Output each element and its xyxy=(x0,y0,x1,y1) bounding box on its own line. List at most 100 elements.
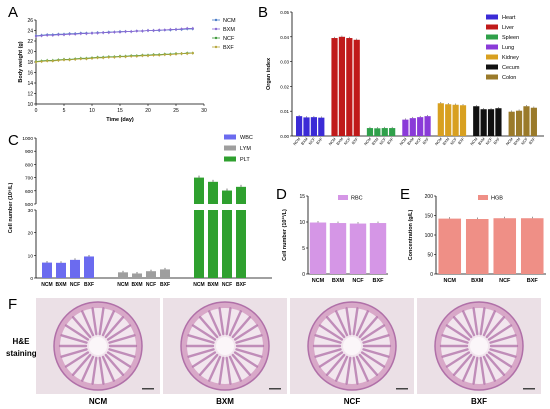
mucosal-fold xyxy=(462,355,476,382)
x-tick-label: NCF xyxy=(222,282,232,288)
x-tick-label: NCF xyxy=(485,137,494,146)
y-tick-label: 800 xyxy=(25,162,33,168)
bar-lym-ncf xyxy=(146,271,156,278)
bar-heart-bxf xyxy=(318,117,325,136)
mucosal-fold xyxy=(479,307,486,336)
bar-wbc-ncf xyxy=(70,259,80,278)
data-point-bxm xyxy=(130,30,133,33)
x-tick-label: NCM xyxy=(470,137,479,146)
bar-kidney-ncf xyxy=(452,104,459,136)
mucosal-fold xyxy=(208,310,222,337)
x-tick-label: BXF xyxy=(160,282,170,288)
bar-spleen-bxf xyxy=(389,128,396,136)
bar-liver-ncm xyxy=(331,38,338,136)
legend-label-bxm: BXM xyxy=(223,27,235,33)
tissue-center xyxy=(89,337,107,355)
y-tick-label: 0.01 xyxy=(280,109,289,114)
y-axis-title: Organ index xyxy=(266,57,272,90)
bar-lung-ncm xyxy=(402,119,409,136)
data-point-bxf xyxy=(158,54,161,57)
mucosal-fold xyxy=(485,316,506,339)
x-tick-label: NCF xyxy=(521,137,530,146)
bar-heart-bxm xyxy=(303,117,310,136)
bar-liver-bxm xyxy=(338,36,346,136)
data-point-bxm xyxy=(152,29,155,32)
data-point-bxm xyxy=(174,28,178,31)
mucosal-fold xyxy=(335,310,349,337)
panel-label-d: D xyxy=(276,186,287,203)
x-tick-label: BXF xyxy=(387,137,395,146)
mucosal-fold xyxy=(441,334,469,344)
data-point-bxf xyxy=(57,59,60,62)
bar-kidney-bxf xyxy=(459,105,467,136)
data-point-bxf xyxy=(163,53,166,56)
mucosal-fold xyxy=(231,353,252,376)
data-point-bxf xyxy=(169,53,172,56)
mucosal-fold xyxy=(71,316,92,339)
data-point-bxf xyxy=(40,60,43,63)
x-tick-label: NCF xyxy=(414,137,423,146)
bar-hgb-ncf xyxy=(493,218,517,274)
tissue-center xyxy=(343,337,361,355)
mucosal-fold xyxy=(445,351,471,368)
x-tick-label: BXF xyxy=(373,278,385,284)
scale-bar xyxy=(523,388,535,390)
data-point-bxf xyxy=(174,53,178,56)
x-tick-label: 15 xyxy=(117,108,123,114)
data-point-bxm xyxy=(113,30,116,34)
data-point-bxm xyxy=(57,33,60,36)
histology-label: H&E staining xyxy=(6,336,37,360)
data-point-bxf xyxy=(62,58,66,62)
y-axis-title: Cell number (10¹²/L) xyxy=(281,209,288,261)
bar-wbc-ncm xyxy=(42,262,52,278)
x-tick-label: NCM xyxy=(312,278,325,284)
x-tick-label: 5 xyxy=(63,108,66,114)
bar-hgb-ncm xyxy=(438,218,462,274)
bar-lung-bxf xyxy=(424,116,431,136)
bar-rbc-ncm xyxy=(309,222,327,274)
mucosal-fold xyxy=(108,334,136,344)
scale-bar xyxy=(396,388,408,390)
mucosal-fold xyxy=(198,316,219,339)
mucosal-fold xyxy=(187,334,215,344)
mucosal-fold xyxy=(335,355,349,382)
mucosal-fold xyxy=(314,348,342,358)
bar-spleen-ncm xyxy=(366,128,374,136)
y-tick-label: 1000 xyxy=(22,136,33,142)
data-point-bxm xyxy=(163,28,166,32)
x-tick-label: NCM xyxy=(443,278,456,284)
mucosal-fold xyxy=(235,348,263,358)
bar-plt-bxf-upper xyxy=(236,186,246,204)
data-point-bxf xyxy=(124,55,127,58)
histology-panel: NCM BXM NCF BXF xyxy=(36,298,541,406)
x-tick-label: BXF xyxy=(351,137,359,146)
bar-colon-bxf xyxy=(530,107,537,136)
x-tick-label: 0 xyxy=(35,108,38,114)
data-point-bxf xyxy=(96,56,99,59)
legend-label-liver: Liver xyxy=(502,25,514,31)
x-tick-label: NCF xyxy=(450,137,459,146)
bar-hgb-bxf xyxy=(520,218,544,274)
y-axis-title: Body weight (g) xyxy=(18,41,24,82)
y-tick-label: 0 xyxy=(302,272,305,278)
scale-bar xyxy=(269,388,281,390)
mucosal-fold xyxy=(325,353,346,376)
legend-marker xyxy=(214,27,218,31)
y-tick-label: 10 xyxy=(28,253,34,259)
mucosal-fold xyxy=(452,353,473,376)
y-tick-label: 700 xyxy=(25,176,33,182)
x-tick-label: BXM xyxy=(478,137,486,146)
data-point-bxf xyxy=(79,57,82,60)
mucosal-fold xyxy=(233,324,259,341)
bar-cecum-bxf xyxy=(495,108,502,136)
data-point-bxm xyxy=(90,32,94,35)
data-point-bxf xyxy=(186,52,189,55)
legend-label-ncf: NCF xyxy=(223,36,235,42)
legend-marker xyxy=(214,45,218,49)
data-point-bxm xyxy=(34,35,38,38)
data-point-bxm xyxy=(158,28,161,32)
mucosal-fold xyxy=(106,351,132,368)
data-point-bxf xyxy=(141,54,144,57)
mucosal-fold xyxy=(228,355,242,382)
